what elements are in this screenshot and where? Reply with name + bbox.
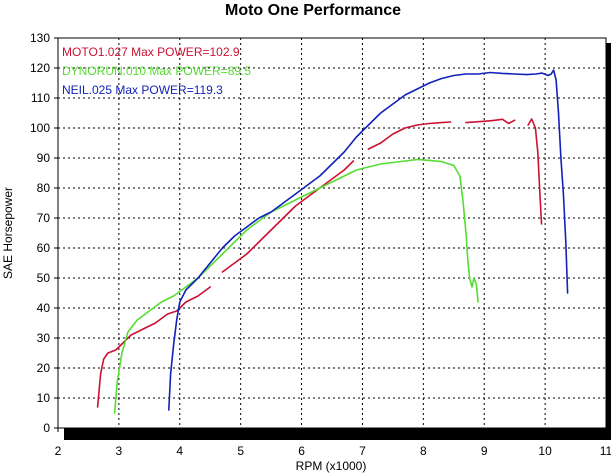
y-tick-label: 10 <box>37 391 51 405</box>
x-axis-label: RPM (x1000) <box>296 459 367 473</box>
series-lines <box>96 69 569 414</box>
y-tick-label: 90 <box>37 151 51 165</box>
y-axis-ticks: 0 10 20 30 40 50 60 70 80 90 100 110 120 130 <box>30 31 58 435</box>
plot-area <box>57 37 607 429</box>
x-tick-label: 5 <box>237 444 244 458</box>
y-tick-label: 120 <box>30 61 50 75</box>
y-tick-label: 70 <box>37 211 51 225</box>
x-tick-label: 11 <box>600 444 611 458</box>
x-tick-label: 8 <box>420 444 427 458</box>
x-tick-label: 6 <box>298 444 305 458</box>
series-1-line-segment <box>113 158 479 414</box>
x-tick-label: 2 <box>55 444 62 458</box>
x-tick-label: 3 <box>116 444 123 458</box>
series-0-line-segment <box>96 286 211 408</box>
legend-entry-1: DYNORUN.010 Max POWER=89.5 <box>62 64 251 78</box>
grid <box>58 38 606 428</box>
y-tick-label: 50 <box>37 271 51 285</box>
legend-entry-2: NEIL.025 Max POWER=119.3 <box>62 83 223 97</box>
y-tick-label: 110 <box>31 91 50 105</box>
x-tick-label: 7 <box>359 444 366 458</box>
y-tick-label: 80 <box>37 181 51 195</box>
series-0-line-segment <box>465 118 516 125</box>
x-tick-label: 4 <box>176 444 183 458</box>
series-0-line-segment <box>221 160 355 273</box>
y-tick-label: 100 <box>30 121 50 135</box>
x-axis-ticks: 2 3 4 5 6 7 8 9 10 11 <box>55 428 611 458</box>
y-tick-label: 130 <box>30 31 50 45</box>
series-2-line-segment <box>168 69 569 411</box>
y-tick-label: 40 <box>37 301 51 315</box>
series-0-line-segment <box>367 121 452 150</box>
legend-entry-0: MOTO1.027 Max POWER=102.9 <box>62 45 240 59</box>
x-tick-label: 10 <box>538 444 552 458</box>
y-tick-label: 30 <box>37 331 51 345</box>
y-tick-label: 0 <box>43 421 50 435</box>
series-0-line-segment <box>527 118 543 225</box>
legend: MOTO1.027 Max POWER=102.9 DYNORUN.010 Max… <box>62 45 251 97</box>
y-tick-label: 20 <box>37 361 51 375</box>
x-tick-label: 9 <box>481 444 488 458</box>
chart-title: Moto One Performance <box>225 2 401 19</box>
y-tick-label: 60 <box>37 241 51 255</box>
y-axis-label: SAE Horsepower <box>1 187 15 279</box>
